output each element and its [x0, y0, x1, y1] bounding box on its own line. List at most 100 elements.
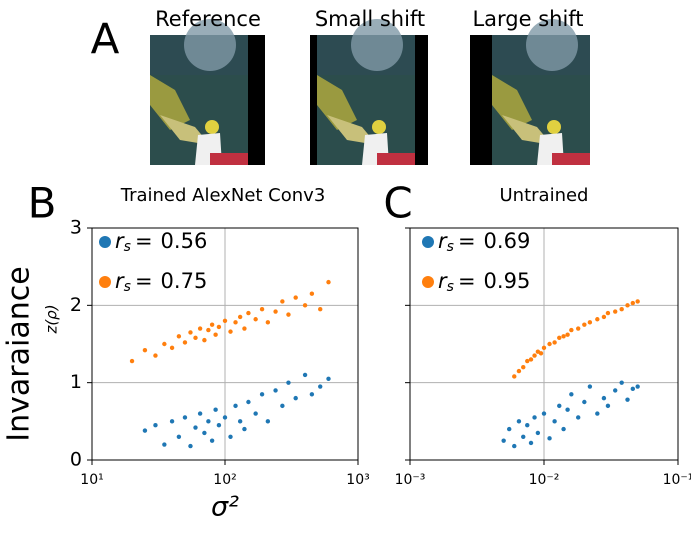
point: [206, 327, 211, 333]
point: [507, 426, 512, 432]
y-tick-label: 1: [70, 371, 82, 393]
point: [619, 307, 624, 312]
point: [253, 411, 258, 416]
point: [512, 374, 517, 379]
point: [293, 395, 298, 401]
point: [525, 423, 530, 428]
point: [182, 340, 188, 345]
point: [561, 334, 566, 339]
legend-value: 0.75: [161, 269, 208, 293]
point: [233, 320, 238, 325]
x-axis-label: σ²: [211, 492, 239, 523]
point: [222, 415, 228, 420]
x-tick-label: 10⁻³: [395, 472, 426, 488]
point: [552, 340, 557, 345]
point: [259, 392, 265, 397]
image-title: Small shift: [315, 7, 425, 31]
point: [318, 384, 323, 389]
point: [635, 299, 640, 304]
point: [601, 395, 607, 401]
legend-symbol: r: [438, 229, 448, 253]
point: [237, 419, 243, 424]
point: [528, 357, 534, 362]
point: [625, 397, 630, 402]
legend-symbol: r: [115, 269, 125, 293]
y-tick-label: 3: [70, 217, 82, 239]
y-axis-sublabel: z(ρ): [43, 304, 61, 334]
chart-title: Trained AlexNet Conv3: [120, 185, 326, 206]
point: [280, 299, 285, 304]
point: [625, 303, 630, 308]
point: [273, 388, 278, 393]
legend-subscript: s: [447, 279, 454, 295]
point: [326, 376, 331, 381]
point: [576, 415, 581, 420]
image-small-shift: [310, 19, 428, 165]
x-tick-label: 10³: [346, 472, 369, 488]
panel-label: C: [383, 179, 412, 228]
legend-label: rs = 0.56: [115, 229, 207, 255]
legend-symbol: r: [115, 229, 125, 253]
point: [216, 423, 222, 428]
plot-frame: [409, 227, 679, 461]
point: [188, 443, 193, 449]
point: [206, 419, 211, 424]
chart-title: Untrained: [500, 185, 589, 206]
point: [202, 430, 207, 436]
point: [619, 380, 624, 385]
point: [169, 345, 175, 351]
point: [209, 438, 215, 443]
point: [576, 326, 581, 331]
point: [557, 403, 562, 409]
legend-value: 0.95: [484, 269, 531, 293]
point: [228, 329, 233, 334]
point: [630, 300, 636, 306]
point: [193, 335, 198, 341]
point: [541, 345, 547, 351]
point: [630, 386, 636, 392]
point: [326, 279, 331, 285]
point: [318, 307, 323, 312]
point: [512, 443, 517, 449]
point: [213, 407, 218, 412]
point: [587, 320, 593, 325]
legend-relation: =: [458, 269, 476, 293]
point: [595, 317, 600, 322]
legend-relation: =: [458, 229, 476, 253]
point: [521, 365, 526, 370]
point: [280, 403, 285, 409]
point: [265, 419, 271, 424]
point: [242, 426, 247, 432]
point: [516, 368, 522, 374]
point: [547, 436, 552, 441]
point: [582, 322, 587, 327]
point: [246, 399, 251, 405]
point: [635, 384, 640, 389]
legend-marker: [99, 276, 111, 288]
point: [246, 310, 251, 316]
panel-label: A: [91, 15, 120, 64]
legend-subscript: s: [124, 239, 131, 255]
legend-value: 0.69: [484, 229, 531, 253]
point: [169, 419, 175, 424]
point: [193, 425, 198, 430]
point: [521, 434, 526, 439]
panel-label: B: [28, 179, 57, 228]
point: [209, 322, 215, 327]
point: [228, 434, 233, 439]
point: [237, 314, 243, 320]
image-title: Large shift: [472, 7, 583, 31]
point: [582, 399, 587, 405]
y-axis-label: Invaraiance: [2, 266, 37, 441]
point: [561, 426, 566, 432]
point: [242, 326, 247, 331]
x-tick-label: 10⁻¹: [663, 472, 691, 488]
point: [142, 428, 148, 433]
point: [302, 372, 308, 378]
legend-marker: [422, 276, 434, 288]
legend-label: rs = 0.95: [438, 269, 530, 295]
point: [613, 388, 618, 393]
point: [532, 415, 537, 420]
point: [188, 330, 193, 335]
point: [129, 358, 135, 364]
